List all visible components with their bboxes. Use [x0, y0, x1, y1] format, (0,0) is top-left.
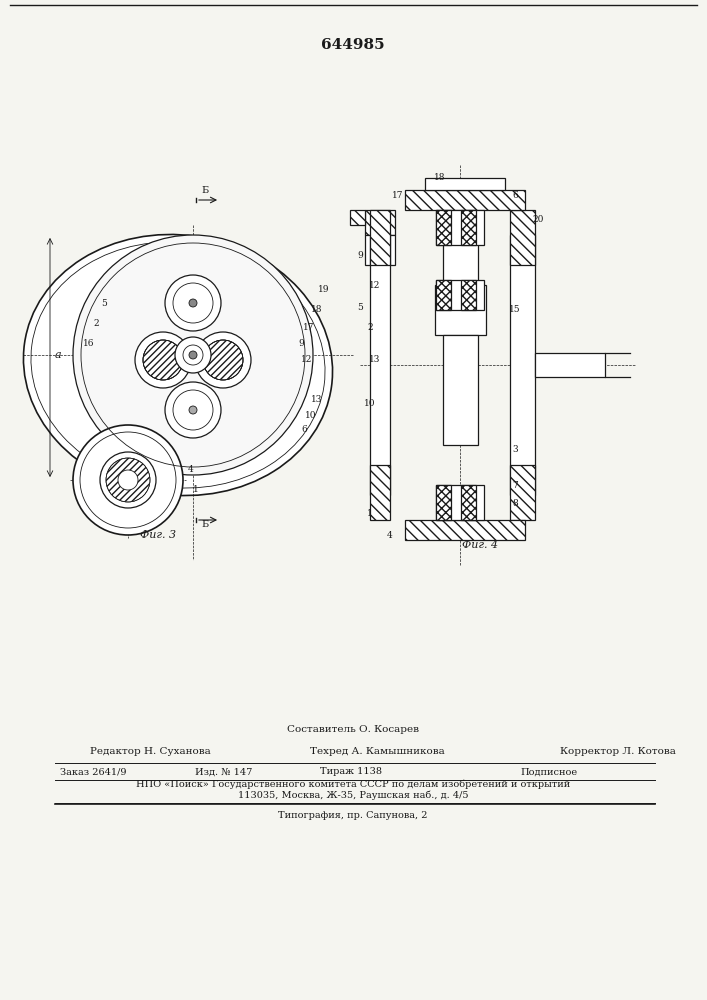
Bar [425, 178, 505, 190]
Text: 3: 3 [512, 446, 518, 454]
Text: 10: 10 [305, 410, 317, 420]
Bar [461, 210, 476, 245]
Circle shape [175, 337, 211, 373]
Text: Заказ 2641/9: Заказ 2641/9 [60, 768, 127, 776]
Bar [370, 235, 390, 495]
Text: 5: 5 [101, 298, 107, 308]
Bar [436, 280, 451, 310]
Bar [436, 210, 484, 245]
Text: 113035, Москва, Ж-35, Раушская наб., д. 4/5: 113035, Москва, Ж-35, Раушская наб., д. … [238, 790, 468, 800]
Text: 18: 18 [311, 306, 322, 314]
Ellipse shape [23, 234, 332, 496]
Text: 7: 7 [512, 481, 518, 489]
Text: Фиг. 3: Фиг. 3 [140, 530, 176, 540]
Circle shape [73, 425, 183, 535]
Bar [370, 210, 390, 265]
Circle shape [189, 406, 197, 414]
Text: 8: 8 [512, 498, 518, 508]
Text: Техред А. Камышникова: Техред А. Камышникова [310, 748, 445, 756]
Circle shape [165, 275, 221, 331]
Bar [436, 485, 451, 520]
Text: 9: 9 [357, 250, 363, 259]
Circle shape [106, 458, 150, 502]
Circle shape [189, 299, 197, 307]
Text: НПО «Поиск» Государственного комитета СССР по делам изобретений и открытий: НПО «Поиск» Государственного комитета СС… [136, 779, 570, 789]
Text: Подписное: Подписное [520, 768, 577, 776]
Text: Б-Б: Б-Б [441, 186, 459, 194]
Bar [436, 485, 484, 520]
Text: 16: 16 [83, 338, 95, 348]
Text: 2: 2 [93, 318, 98, 328]
Text: Редактор Н. Суханова: Редактор Н. Суханова [90, 748, 211, 756]
Text: 19: 19 [318, 286, 329, 294]
Circle shape [143, 340, 183, 380]
Text: Изд. № 147: Изд. № 147 [195, 768, 252, 776]
Bar [443, 235, 478, 285]
Text: 18: 18 [434, 172, 445, 182]
Bar [365, 235, 395, 265]
Text: Составитель О. Косарев: Составитель О. Косарев [287, 726, 419, 734]
Text: 9: 9 [298, 338, 304, 348]
Bar [436, 280, 484, 310]
Bar [461, 280, 476, 310]
Text: 644985: 644985 [321, 38, 385, 52]
Bar [443, 335, 478, 445]
Text: 12: 12 [301, 356, 312, 364]
Circle shape [165, 382, 221, 438]
Bar [350, 210, 365, 225]
Text: 13: 13 [369, 356, 380, 364]
Text: Типография, пр. Сапунова, 2: Типография, пр. Сапунова, 2 [279, 810, 428, 820]
Circle shape [135, 332, 191, 388]
Text: 6: 6 [512, 190, 518, 200]
Text: 1: 1 [367, 508, 373, 518]
Bar [535, 353, 605, 377]
Bar [365, 210, 395, 235]
Circle shape [195, 332, 251, 388]
Bar [370, 465, 390, 520]
Text: 17: 17 [392, 190, 404, 200]
Circle shape [183, 345, 203, 365]
Circle shape [73, 235, 313, 475]
Text: 1: 1 [193, 486, 199, 494]
Circle shape [203, 340, 243, 380]
Text: 20: 20 [532, 216, 544, 225]
Text: 10: 10 [364, 398, 375, 408]
Bar [435, 285, 486, 335]
Text: 6: 6 [301, 426, 307, 434]
Bar [510, 465, 535, 520]
Bar [405, 520, 525, 540]
Text: a: a [55, 350, 62, 360]
Text: 4: 4 [387, 530, 393, 540]
Circle shape [118, 470, 138, 490]
Text: 17: 17 [303, 322, 315, 332]
Text: 13: 13 [311, 395, 322, 404]
Bar [510, 235, 535, 495]
Circle shape [100, 452, 156, 508]
Text: 2: 2 [367, 322, 373, 332]
Bar [405, 190, 525, 210]
Text: 4: 4 [188, 466, 194, 475]
Text: 12: 12 [369, 280, 380, 290]
Text: Корректор Л. Котова: Корректор Л. Котова [560, 748, 676, 756]
Text: 15: 15 [509, 306, 521, 314]
Text: Б: Б [201, 186, 209, 195]
Text: Фиг. 4: Фиг. 4 [462, 540, 498, 550]
Text: Б: Б [201, 520, 209, 529]
Bar [436, 210, 451, 245]
Text: 5: 5 [357, 302, 363, 312]
Bar [510, 210, 535, 265]
Bar [461, 485, 476, 520]
Circle shape [189, 351, 197, 359]
Text: Тираж 1138: Тираж 1138 [320, 768, 382, 776]
